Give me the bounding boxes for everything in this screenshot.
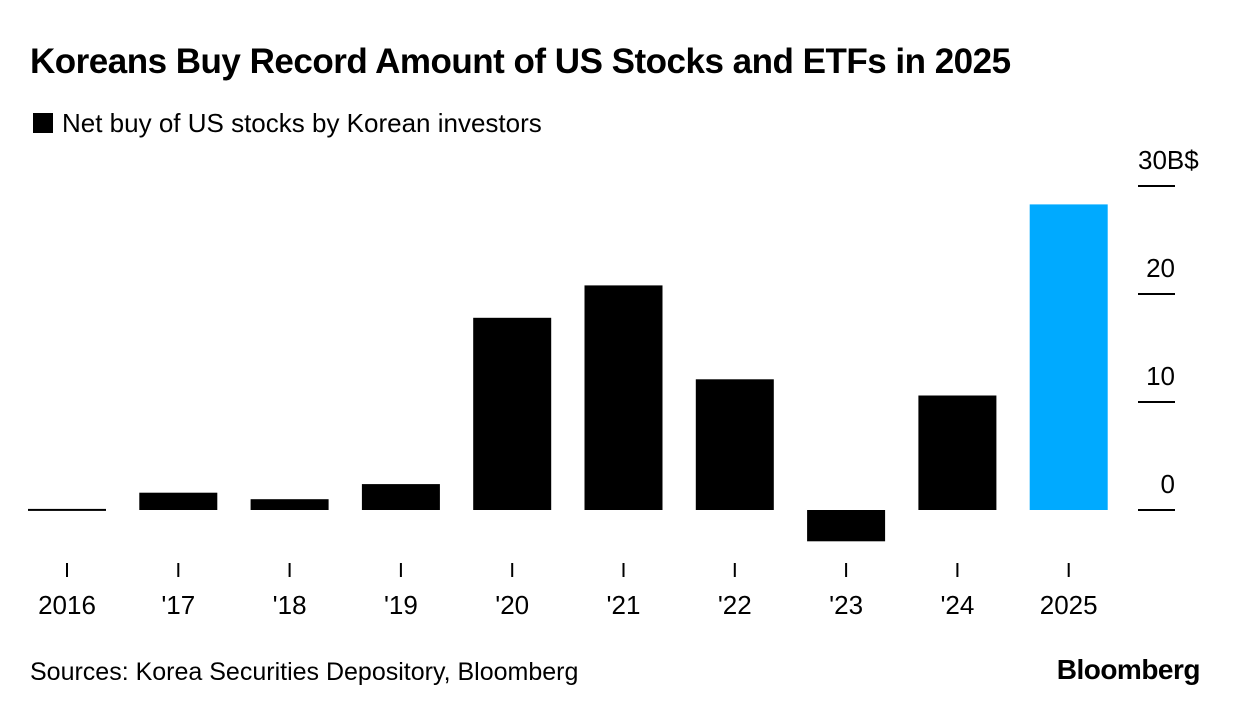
x-tick-label: '21 <box>607 590 641 620</box>
x-tick-label: '22 <box>718 590 752 620</box>
y-tick-label: 30B$ <box>1138 145 1199 175</box>
x-tick-label: '19 <box>384 590 418 620</box>
x-tick-label: '18 <box>273 590 307 620</box>
y-tick-label: 0 <box>1161 469 1175 499</box>
legend: Net buy of US stocks by Korean investors <box>33 106 542 140</box>
bar-20 <box>473 317 552 510</box>
bloomberg-logo: Bloomberg <box>1056 654 1201 685</box>
chart-title: Koreans Buy Record Amount of US Stocks a… <box>30 42 1011 81</box>
x-tick-label: 2016 <box>38 590 96 620</box>
bar-23 <box>807 510 886 542</box>
y-tick-label: 10 <box>1146 361 1175 391</box>
bar-18 <box>250 499 329 510</box>
source-note: Sources: Korea Securities Depository, Bl… <box>30 658 579 686</box>
y-tick-label: 20 <box>1146 253 1175 283</box>
bar-2025 <box>1029 204 1108 510</box>
bar-17 <box>139 492 218 510</box>
bar-21 <box>584 285 663 510</box>
bars-group <box>28 204 1108 542</box>
x-axis: 2016 '17 '18 '19 '20 '21 '22 '23 '24 2025 <box>38 563 1098 620</box>
bar-2016 <box>28 508 106 511</box>
x-tick-label: '17 <box>161 590 195 620</box>
bar-19 <box>361 484 440 510</box>
x-tick-label: '23 <box>829 590 863 620</box>
x-tick-label: '24 <box>940 590 974 620</box>
x-tick-label: 2025 <box>1040 590 1098 620</box>
legend-label: Net buy of US stocks by Korean investors <box>62 108 542 138</box>
legend-swatch <box>33 113 53 133</box>
y-axis: 0 10 20 30B$ <box>1138 145 1199 511</box>
bar-24 <box>918 395 997 510</box>
bar-22 <box>695 379 774 510</box>
x-tick-label: '20 <box>495 590 529 620</box>
